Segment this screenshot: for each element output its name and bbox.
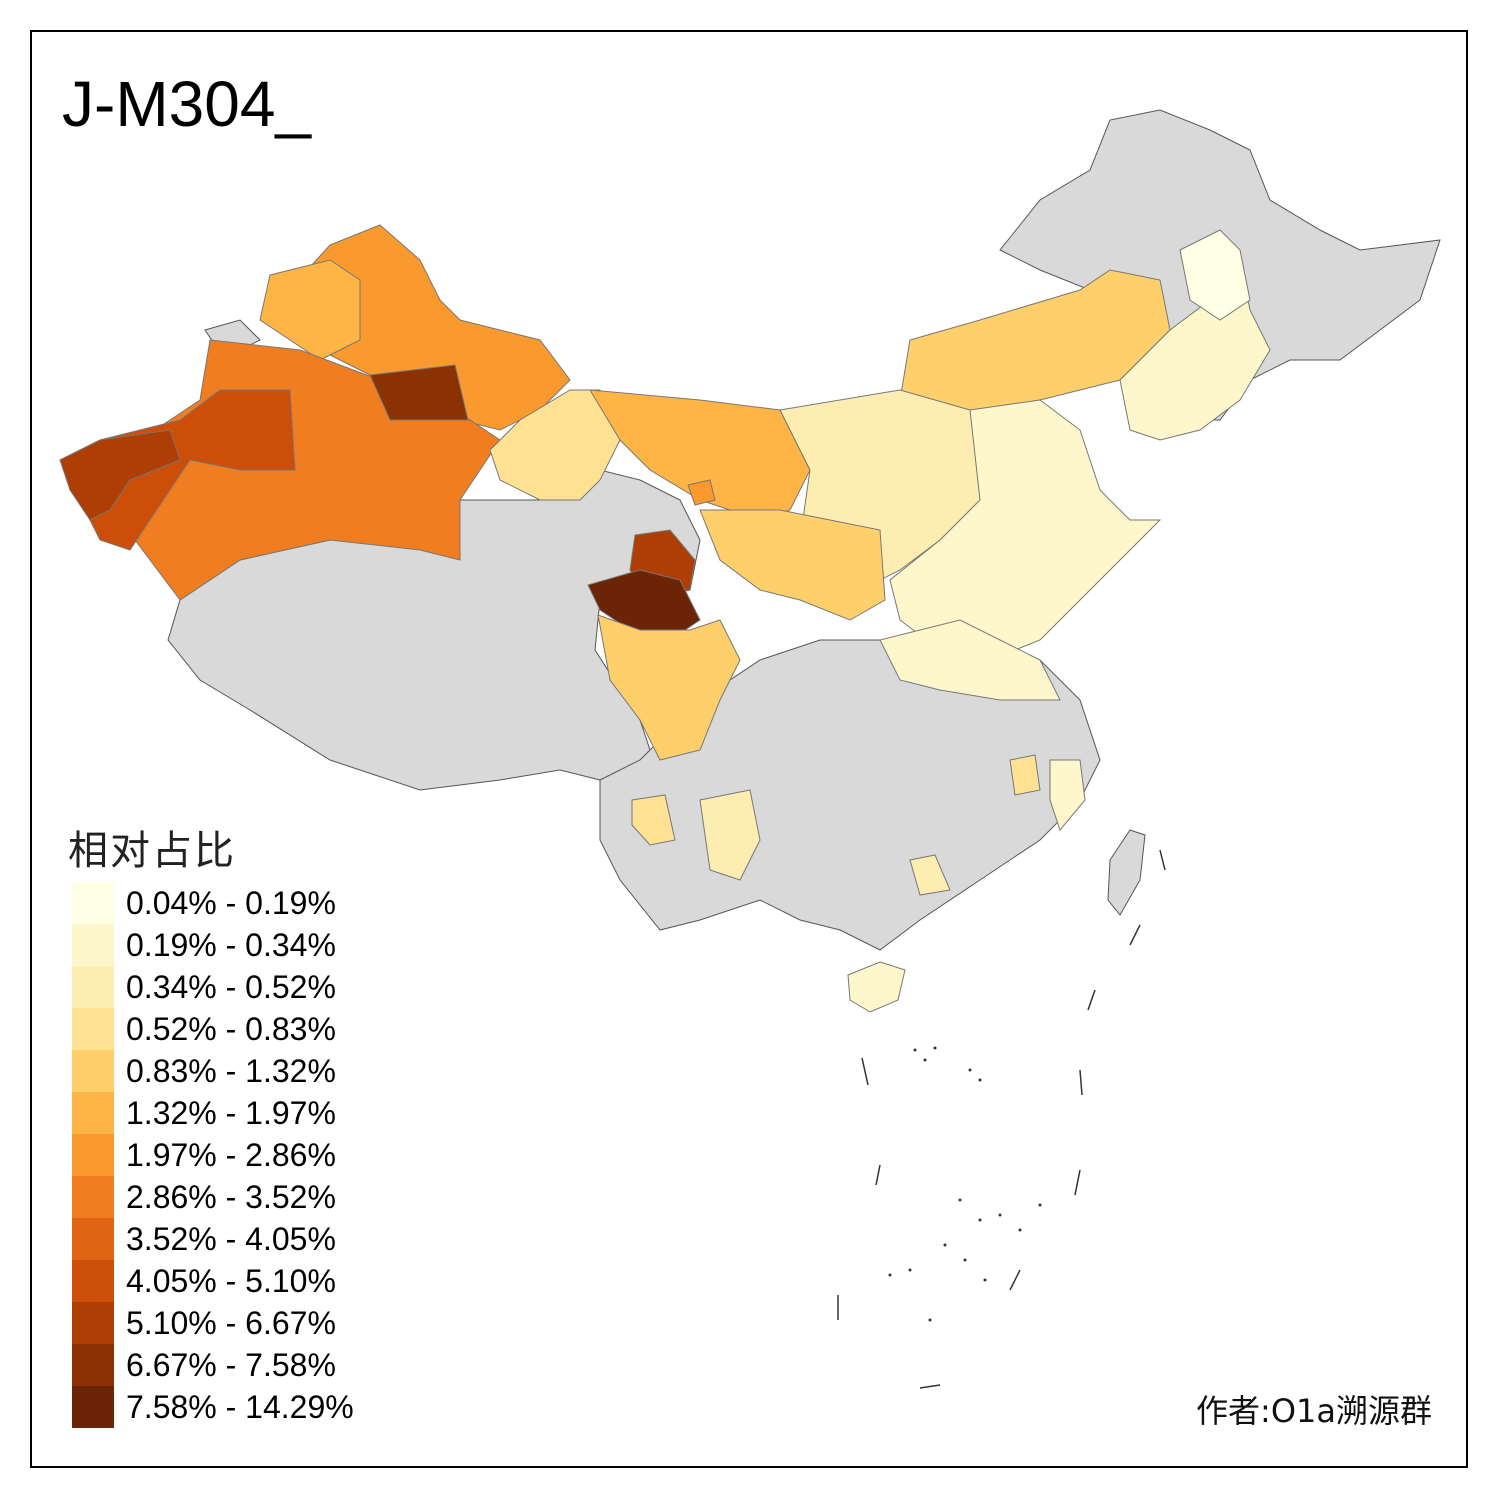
region-jiangxi — [1009, 754, 1041, 796]
author-credit: 作者:O1a溯源群 — [1196, 1392, 1432, 1430]
legend-item: 5.10% - 6.67% — [72, 1302, 354, 1344]
legend-label: 0.19% - 0.34% — [126, 926, 336, 963]
legend-swatch — [72, 1260, 114, 1302]
legend-swatch — [72, 1092, 114, 1134]
region-inner-mongolia-west — [489, 389, 621, 501]
legend-label: 6.67% - 7.58% — [126, 1346, 336, 1383]
region-hunan-hubei-spots — [879, 619, 1061, 701]
legend-item: 0.19% - 0.34% — [72, 924, 354, 966]
legend-item: 0.04% - 0.19% — [72, 882, 354, 924]
region-kashgar-core — [59, 429, 181, 521]
legend-swatch — [72, 966, 114, 1008]
legend-label: 0.83% - 1.32% — [126, 1052, 336, 1089]
legend-item: 7.58% - 14.29% — [72, 1386, 354, 1428]
legend-swatch — [72, 1176, 114, 1218]
data-regions — [59, 224, 1271, 1013]
south-china-sea-dashes — [837, 849, 1166, 1389]
legend-label: 0.04% - 0.19% — [126, 884, 336, 921]
legend-swatch — [72, 1302, 114, 1344]
legend-item: 0.34% - 0.52% — [72, 966, 354, 1008]
region-sichuan-west — [597, 614, 741, 761]
legend-label: 3.52% - 4.05% — [126, 1220, 336, 1257]
legend-label: 0.34% - 0.52% — [126, 968, 336, 1005]
islands — [1107, 829, 1146, 916]
legend-item: 3.52% - 4.05% — [72, 1218, 354, 1260]
legend-label: 0.52% - 0.83% — [126, 1010, 336, 1047]
region-hebei-shandong — [889, 399, 1162, 661]
map-title: J-M304_ — [62, 68, 311, 140]
legend-item: 0.52% - 0.83% — [72, 1008, 354, 1050]
legend-title: 相对占比 — [68, 828, 236, 874]
legend-swatch — [72, 1050, 114, 1092]
legend-swatch — [72, 1134, 114, 1176]
legend-item: 4.05% - 5.10% — [72, 1260, 354, 1302]
legend-label: 4.05% - 5.10% — [126, 1262, 336, 1299]
legend-label: 5.10% - 6.67% — [126, 1304, 336, 1341]
region-guizhou — [699, 789, 761, 881]
legend-swatch — [72, 1218, 114, 1260]
legend: 0.04% - 0.19% 0.19% - 0.34% 0.34% - 0.52… — [72, 882, 354, 1428]
legend-item: 2.86% - 3.52% — [72, 1176, 354, 1218]
region-ningxia — [687, 479, 716, 506]
legend-label: 2.86% - 3.52% — [126, 1178, 336, 1215]
region-guangxi — [909, 854, 951, 896]
legend-label: 1.97% - 2.86% — [126, 1136, 336, 1173]
taiwan-island — [1107, 829, 1146, 916]
legend-swatch — [72, 1008, 114, 1050]
region-xinjiang-north — [259, 259, 361, 361]
legend-item: 1.97% - 2.86% — [72, 1134, 354, 1176]
region-zhejiang-fujian — [1049, 759, 1086, 832]
legend-label: 1.32% - 1.97% — [126, 1094, 336, 1131]
legend-label: 7.58% - 14.29% — [126, 1388, 354, 1425]
legend-swatch — [72, 882, 114, 924]
region-kashgar — [59, 389, 296, 551]
map-frame — [30, 30, 1468, 1468]
legend-item: 6.67% - 7.58% — [72, 1344, 354, 1386]
region-turpan — [369, 364, 469, 421]
region-yunnan — [631, 794, 676, 846]
region-hainan — [847, 961, 906, 1013]
region-heilongjiang-south — [1179, 229, 1251, 321]
legend-item: 1.32% - 1.97% — [72, 1092, 354, 1134]
legend-swatch — [72, 1344, 114, 1386]
region-shaanxi-shanxi — [699, 509, 886, 621]
legend-swatch — [72, 924, 114, 966]
scattered-islets — [888, 1046, 1042, 1322]
legend-swatch — [72, 1386, 114, 1428]
legend-item: 0.83% - 1.32% — [72, 1050, 354, 1092]
